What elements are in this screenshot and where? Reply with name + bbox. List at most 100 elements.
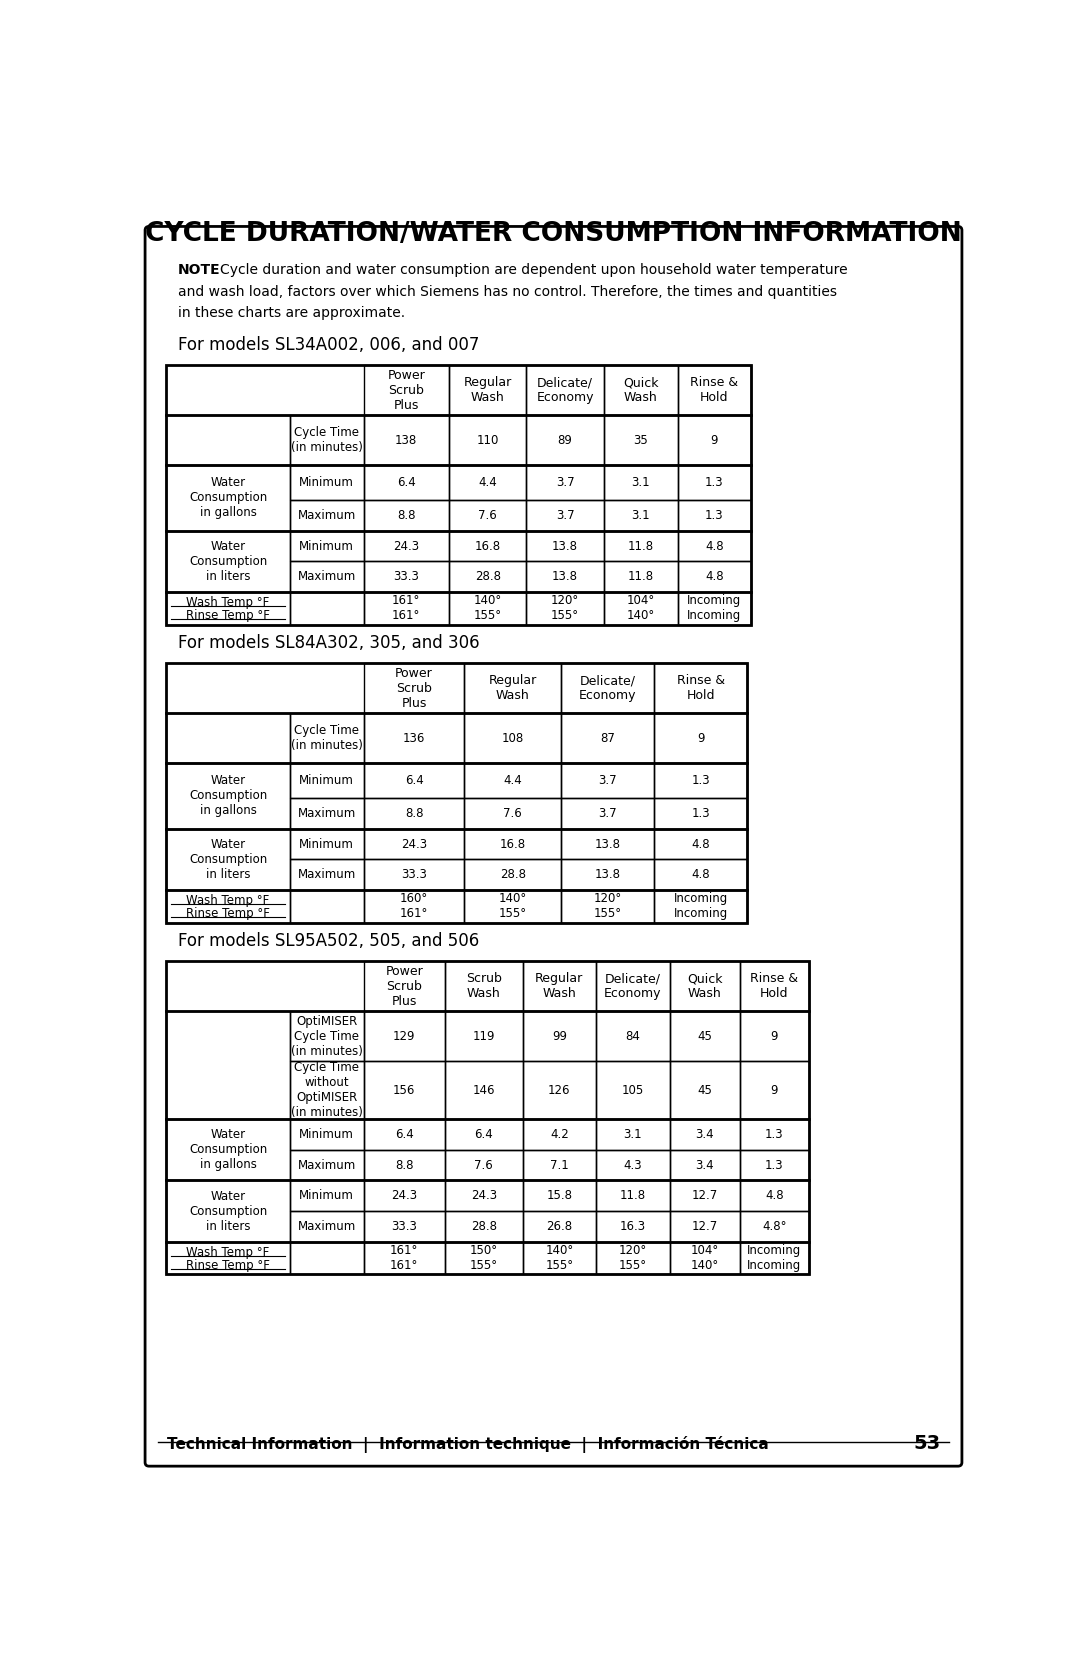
Bar xyxy=(291,561,364,592)
Text: 7.1: 7.1 xyxy=(550,1158,569,1172)
Text: 53: 53 xyxy=(914,1434,941,1454)
Bar xyxy=(596,1242,670,1275)
Text: 4.4: 4.4 xyxy=(503,774,523,788)
Text: 161°
161°: 161° 161° xyxy=(390,1245,419,1272)
Bar xyxy=(654,860,747,890)
Text: 13.8: 13.8 xyxy=(595,838,621,851)
Text: Rinse Temp °F: Rinse Temp °F xyxy=(186,609,270,623)
Bar xyxy=(596,1118,670,1150)
Bar xyxy=(654,798,747,828)
Text: 104°
140°: 104° 140° xyxy=(626,594,654,623)
Bar xyxy=(291,828,364,860)
Text: 8.8: 8.8 xyxy=(395,1158,414,1172)
Text: 6.4: 6.4 xyxy=(405,774,423,788)
Text: 24.3: 24.3 xyxy=(401,838,427,851)
Bar xyxy=(449,499,526,531)
Text: Minimum: Minimum xyxy=(299,774,354,788)
Bar xyxy=(562,713,654,763)
Bar xyxy=(562,860,654,890)
Bar xyxy=(166,713,291,763)
Bar xyxy=(449,592,526,624)
Text: Scrub
Wash: Scrub Wash xyxy=(465,971,502,1000)
Bar xyxy=(445,1011,523,1061)
Bar xyxy=(166,531,291,592)
Bar xyxy=(166,663,747,923)
Bar xyxy=(740,1150,809,1180)
Bar xyxy=(291,1150,364,1180)
Bar xyxy=(166,961,809,1275)
Bar xyxy=(364,663,464,713)
Text: 120°
155°: 120° 155° xyxy=(594,893,622,920)
Bar xyxy=(166,763,291,828)
Bar xyxy=(364,499,449,531)
Text: 11.8: 11.8 xyxy=(627,539,653,552)
Bar xyxy=(464,828,562,860)
Bar xyxy=(677,561,751,592)
Text: Regular
Wash: Regular Wash xyxy=(536,971,583,1000)
Bar xyxy=(596,1212,670,1242)
Text: 12.7: 12.7 xyxy=(691,1220,718,1233)
Bar xyxy=(654,890,747,923)
Bar xyxy=(364,890,464,923)
Bar xyxy=(166,1180,291,1242)
Bar xyxy=(364,763,464,798)
Text: 7.6: 7.6 xyxy=(503,806,523,819)
Text: 4.8: 4.8 xyxy=(765,1190,784,1202)
Bar xyxy=(604,466,677,499)
Text: 1.3: 1.3 xyxy=(765,1158,784,1172)
Text: OptiMISER
Cycle Time
(in minutes): OptiMISER Cycle Time (in minutes) xyxy=(291,1015,363,1058)
Bar xyxy=(364,860,464,890)
Text: 9: 9 xyxy=(697,731,704,744)
Bar xyxy=(523,1061,596,1118)
Text: Wash Temp °F: Wash Temp °F xyxy=(187,895,270,908)
Bar xyxy=(670,1011,740,1061)
Text: Cycle Time
(in minutes): Cycle Time (in minutes) xyxy=(291,426,363,454)
Bar xyxy=(526,366,604,416)
Text: 119: 119 xyxy=(473,1030,495,1043)
Text: 1.3: 1.3 xyxy=(765,1128,784,1142)
Bar xyxy=(166,592,291,624)
Bar xyxy=(449,366,526,416)
Text: 6.4: 6.4 xyxy=(474,1128,494,1142)
Text: Water
Consumption
in liters: Water Consumption in liters xyxy=(189,539,267,582)
Bar xyxy=(740,961,809,1011)
Text: 120°
155°: 120° 155° xyxy=(551,594,579,623)
Text: 15.8: 15.8 xyxy=(546,1190,572,1202)
Text: 24.3: 24.3 xyxy=(393,539,419,552)
Text: 4.8: 4.8 xyxy=(691,868,710,881)
Text: For models SL95A502, 505, and 506: For models SL95A502, 505, and 506 xyxy=(177,931,478,950)
Text: 146: 146 xyxy=(473,1083,495,1097)
Bar xyxy=(604,531,677,561)
Text: 140°
155°: 140° 155° xyxy=(473,594,502,623)
Text: 108: 108 xyxy=(502,731,524,744)
Text: For models SL84A302, 305, and 306: For models SL84A302, 305, and 306 xyxy=(177,634,480,653)
Bar xyxy=(445,1150,523,1180)
Text: Water
Consumption
in liters: Water Consumption in liters xyxy=(189,838,267,881)
Text: Rinse Temp °F: Rinse Temp °F xyxy=(186,1258,270,1272)
Text: 140°
155°: 140° 155° xyxy=(499,893,527,920)
Bar xyxy=(562,798,654,828)
Bar xyxy=(670,961,740,1011)
Bar xyxy=(291,798,364,828)
Text: 1.3: 1.3 xyxy=(705,509,724,522)
Bar xyxy=(364,466,449,499)
Text: Regular
Wash: Regular Wash xyxy=(488,674,537,703)
Bar xyxy=(291,1180,364,1212)
Bar xyxy=(291,860,364,890)
Bar xyxy=(740,1212,809,1242)
Text: Water
Consumption
in liters: Water Consumption in liters xyxy=(189,1190,267,1233)
Text: 35: 35 xyxy=(633,434,648,447)
Text: 3.4: 3.4 xyxy=(696,1128,714,1142)
Bar xyxy=(445,961,523,1011)
Text: 28.8: 28.8 xyxy=(474,571,501,582)
Text: 3.7: 3.7 xyxy=(556,476,575,489)
Bar xyxy=(526,531,604,561)
Text: Cycle Time
without
OptiMISER
(in minutes): Cycle Time without OptiMISER (in minutes… xyxy=(291,1061,363,1118)
Bar xyxy=(364,1150,445,1180)
Bar xyxy=(364,366,449,416)
Text: 87: 87 xyxy=(600,731,616,744)
Text: 1.3: 1.3 xyxy=(691,806,710,819)
Bar xyxy=(677,531,751,561)
Bar xyxy=(523,1150,596,1180)
Text: Power
Scrub
Plus: Power Scrub Plus xyxy=(395,666,433,709)
